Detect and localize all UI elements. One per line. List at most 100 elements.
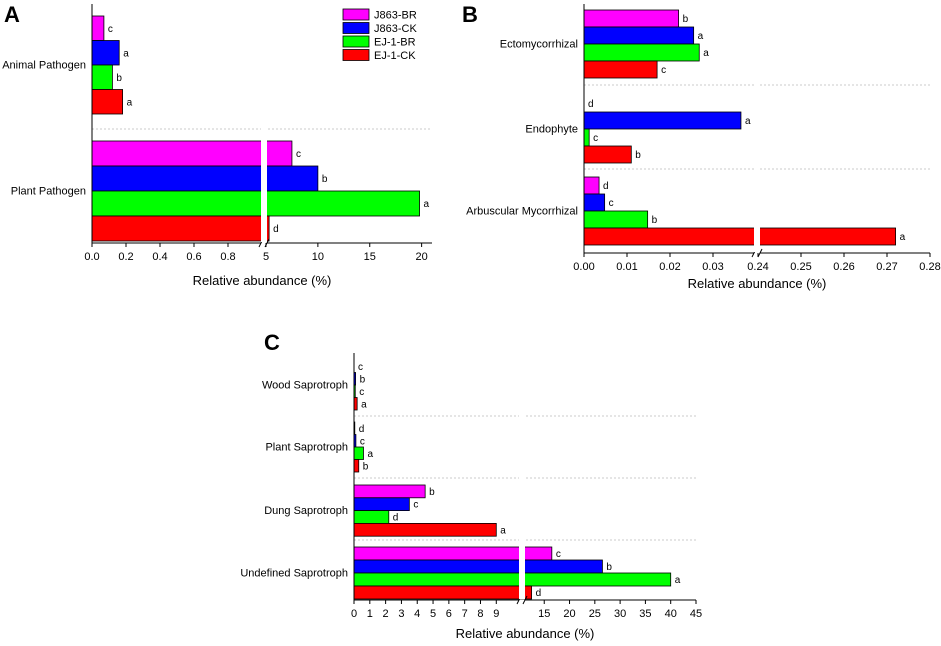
panel-b-x-tick-label-6: 0.26 bbox=[833, 261, 854, 273]
panel-letter-b: B bbox=[462, 2, 478, 27]
panel-b-category-label-1: Endophyte bbox=[525, 124, 578, 136]
legend-swatch-ej-1-br bbox=[342, 35, 370, 48]
panel-a: c a b a Animal Pathogen c b a d Plant Pathogen 0.0… bbox=[2, 4, 432, 288]
panel-a-x-axis-title: Relative abundance (%) bbox=[193, 273, 332, 288]
panel-b-endophyte-j863-ck-bar bbox=[583, 111, 742, 130]
panel-b-x-tick-label-5: 0.25 bbox=[790, 261, 811, 273]
panel-a-x-tick-label-8: 20 bbox=[416, 251, 428, 263]
panel-a-animal-pathogen-ej-1-ck-sig-label: a bbox=[127, 97, 133, 108]
panel-a-animal-pathogen-j863-ck-bar bbox=[91, 40, 120, 66]
panel-c-undefined-saprotroph-j863-ck-sig-label: b bbox=[606, 562, 612, 573]
panel-a-animal-pathogen-j863-br-bar bbox=[91, 15, 105, 41]
panel-a-animal-pathogen-ej-1-br-sig-label: b bbox=[116, 73, 122, 84]
panel-c-plant-saprotroph-ej-1-br-sig-label: a bbox=[367, 449, 373, 460]
panel-b-arbuscular-mycorrhizal-ej-1-br-sig-label: b bbox=[652, 215, 658, 226]
panel-b-ectomycorrhizal-j863-ck-sig-label: a bbox=[698, 31, 704, 42]
panel-c-dung-saprotroph-ej-1-br-sig-label: d bbox=[393, 513, 399, 524]
panel-c-x-tick-label-7: 7 bbox=[462, 608, 468, 620]
panel-c-wood-saprotroph-j863-ck-sig-label: b bbox=[360, 374, 366, 385]
panel-a-animal-pathogen-ej-1-br-bar bbox=[91, 64, 113, 90]
panel-c-dung-saprotroph-ej-1-br-bar bbox=[353, 510, 390, 524]
panel-b-x-tick-label-4: 0.24 bbox=[747, 261, 768, 273]
panel-c-category-label-3: Undefined Saprotroph bbox=[240, 568, 348, 580]
panel-c-x-tick-label-3: 3 bbox=[398, 608, 404, 620]
panel-b-arbuscular-mycorrhizal-j863-br-sig-label: d bbox=[603, 181, 609, 192]
panel-c-x-tick-label-0: 0 bbox=[351, 608, 357, 620]
panel-c-x-tick-label-5: 5 bbox=[430, 608, 436, 620]
panel-a-plant-pathogen-ej-1-ck-sig-label: d bbox=[273, 224, 279, 235]
panel-b-endophyte-j863-ck-sig-label: a bbox=[745, 116, 751, 127]
panel-b-x-tick-label-3: 0.03 bbox=[702, 261, 723, 273]
panel-b-ectomycorrhizal-ej-1-br-sig-label: a bbox=[703, 48, 709, 59]
panel-b-ectomycorrhizal-j863-br-bar bbox=[583, 9, 679, 28]
panel-b-endophyte-ej-1-ck-sig-label: b bbox=[635, 150, 641, 161]
panel-a-plant-pathogen-ej-1-ck-bar bbox=[91, 215, 270, 242]
panel-letter-c: C bbox=[264, 330, 280, 355]
panel-c-x-tick-label-11: 20 bbox=[563, 608, 575, 620]
panel-c-dung-saprotroph-ej-1-ck-bar bbox=[353, 523, 497, 537]
panel-a-x-tick-label-6: 10 bbox=[312, 251, 324, 263]
panel-c-undefined-saprotroph-ej-1-ck-bar bbox=[353, 585, 532, 600]
legend-swatch-j863-br bbox=[342, 8, 370, 21]
panel-b-endophyte-ej-1-ck-bar bbox=[583, 145, 632, 164]
panel-c-break-gap bbox=[519, 353, 525, 599]
panel-c-wood-saprotroph-ej-1-br-sig-label: c bbox=[359, 387, 364, 398]
panel-c-dung-saprotroph-j863-br-sig-label: b bbox=[429, 487, 435, 498]
panel-c-category-label-2: Dung Saprotroph bbox=[264, 505, 348, 517]
panel-a-plant-pathogen-j863-ck-bar bbox=[91, 165, 319, 192]
panel-a-plant-pathogen-j863-br-sig-label: c bbox=[296, 149, 301, 160]
panel-c-x-tick-label-4: 4 bbox=[414, 608, 420, 620]
panel-c-dung-saprotroph-j863-br-bar bbox=[353, 484, 426, 499]
panel-b-arbuscular-mycorrhizal-ej-1-ck-bar bbox=[583, 227, 897, 246]
panel-a-animal-pathogen-j863-br-sig-label: c bbox=[108, 24, 113, 35]
panel-letter-a: A bbox=[4, 2, 20, 27]
legend-label-j863-ck: J863-CK bbox=[374, 23, 417, 35]
panel-b-x-tick-label-8: 0.28 bbox=[919, 261, 940, 273]
panel-a-x-tick-label-7: 15 bbox=[364, 251, 376, 263]
panel-b-ectomycorrhizal-j863-ck-bar bbox=[583, 26, 695, 45]
panel-c-x-axis-title: Relative abundance (%) bbox=[456, 626, 595, 641]
panel-b-x-tick-label-0: 0.00 bbox=[573, 261, 594, 273]
panel-b-arbuscular-mycorrhizal-ej-1-ck-sig-label: a bbox=[900, 232, 906, 243]
panel-c-x-tick-label-14: 35 bbox=[639, 608, 651, 620]
panel-c-plant-saprotroph-ej-1-br-bar bbox=[353, 446, 364, 460]
panel-c-dung-saprotroph-j863-ck-bar bbox=[353, 497, 410, 511]
panel-b-x-tick-label-2: 0.02 bbox=[659, 261, 680, 273]
panel-c-x-tick-label-1: 1 bbox=[367, 608, 373, 620]
legend-swatch-ej-1-ck bbox=[342, 49, 370, 61]
panel-a-animal-pathogen-j863-ck-sig-label: a bbox=[123, 48, 129, 59]
panel-b-ectomycorrhizal-ej-1-br-bar bbox=[583, 43, 700, 62]
panel-c-undefined-saprotroph-j863-ck-bar bbox=[353, 559, 603, 574]
panel-c-x-tick-label-9: 9 bbox=[493, 608, 499, 620]
panel-c-undefined-saprotroph-j863-br-sig-label: c bbox=[556, 549, 561, 560]
panel-c-undefined-saprotroph-ej-1-br-bar bbox=[353, 572, 672, 587]
panel-b-break-mark-right bbox=[757, 248, 763, 258]
panel-c-x-tick-label-6: 6 bbox=[446, 608, 452, 620]
panel-b-x-tick-label-7: 0.27 bbox=[876, 261, 897, 273]
panel-c-break-mark-right bbox=[522, 595, 528, 605]
panel-b-x-axis-title: Relative abundance (%) bbox=[688, 276, 827, 291]
panel-c-dung-saprotroph-ej-1-ck-sig-label: a bbox=[500, 525, 506, 536]
legend-label-j863-br: J863-BR bbox=[374, 10, 417, 22]
panel-c-undefined-saprotroph-ej-1-ck-sig-label: d bbox=[536, 588, 542, 599]
panel-a-category-label-0: Animal Pathogen bbox=[2, 60, 86, 72]
panel-a-break-gap bbox=[261, 4, 267, 242]
legend-label-ej-1-br: EJ-1-BR bbox=[374, 37, 416, 49]
legend-label-ej-1-ck: EJ-1-CK bbox=[374, 50, 416, 62]
legend-swatch-j863-ck bbox=[342, 22, 370, 34]
panel-c-wood-saprotroph-ej-1-ck-sig-label: a bbox=[361, 399, 367, 410]
panel-b-category-label-0: Ectomycorrhizal bbox=[500, 39, 578, 51]
panel-c-x-tick-label-10: 15 bbox=[538, 608, 550, 620]
panel-c-plant-saprotroph-j863-ck-sig-label: c bbox=[360, 436, 365, 447]
panel-c-x-tick-label-2: 2 bbox=[383, 608, 389, 620]
panel-b-ectomycorrhizal-ej-1-ck-sig-label: c bbox=[661, 65, 666, 76]
panel-b-arbuscular-mycorrhizal-j863-ck-sig-label: c bbox=[609, 198, 614, 209]
panel-a-x-tick-label-1: 0.2 bbox=[118, 251, 133, 263]
panel-c-x-tick-label-12: 25 bbox=[589, 608, 601, 620]
panel-c-x-tick-label-16: 45 bbox=[690, 608, 702, 620]
panel-c-category-label-0: Wood Saprotroph bbox=[262, 380, 348, 392]
panel-b-category-label-2: Arbuscular Mycorrhizal bbox=[466, 206, 578, 218]
